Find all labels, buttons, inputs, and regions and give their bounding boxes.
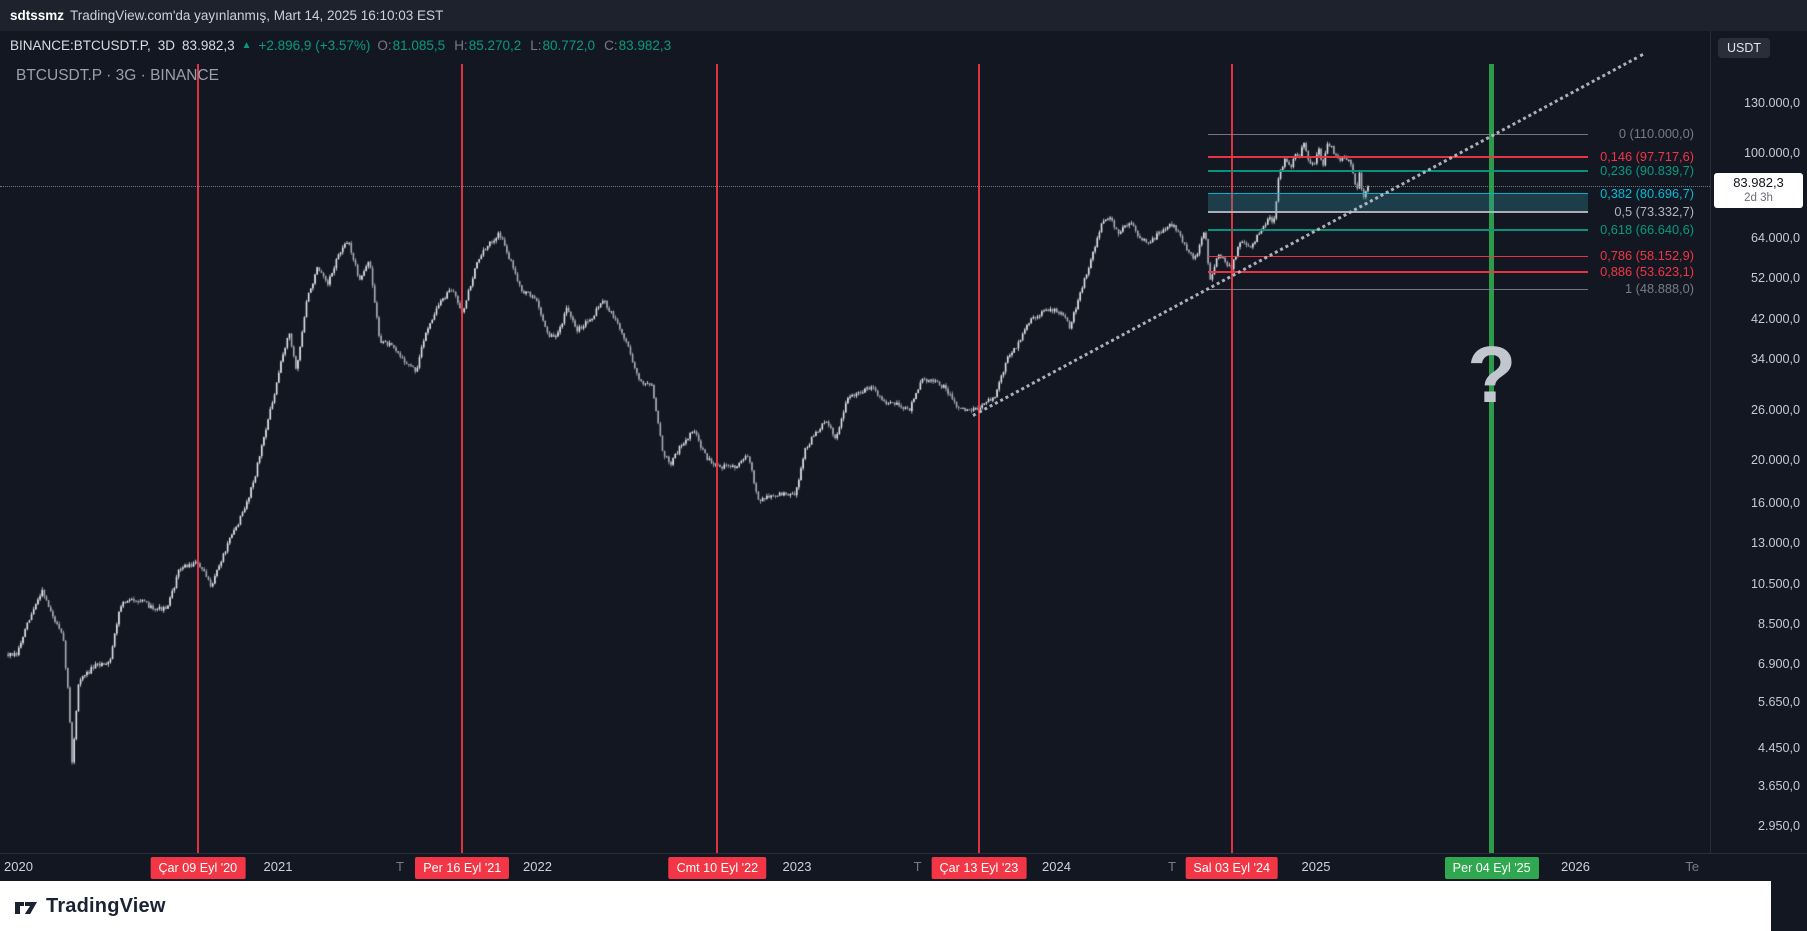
- fib-level-line[interactable]: [1208, 271, 1589, 273]
- tradingview-logo-icon: [15, 902, 37, 914]
- price-axis-label: 16.000,0: [1750, 496, 1800, 511]
- ohlc-item-value: 83.982,3: [618, 38, 672, 53]
- ohlc-item-value: 85.270,2: [468, 38, 522, 53]
- time-axis-month-label: T: [913, 859, 922, 874]
- time-axis-year-label: 2026: [1561, 859, 1590, 874]
- ohlc-item: C: 83.982,3: [604, 38, 671, 53]
- fib-level-line[interactable]: [1208, 255, 1589, 258]
- time-axis-year-label: 2020: [4, 859, 33, 874]
- price-axis-label: 34.000,0: [1750, 351, 1800, 366]
- current-price-tag: 83.982,3 2d 3h: [1714, 173, 1803, 209]
- fib-level-label: 0,618 (66.640,6): [1600, 222, 1694, 238]
- event-vertical-line[interactable]: [461, 64, 464, 853]
- fib-level-label: 0,146 (97.717,6): [1600, 149, 1694, 165]
- ohlc-item-label: H:: [454, 38, 468, 53]
- time-axis-month-label: Te: [1685, 859, 1700, 874]
- price-axis-label: 26.000,0: [1750, 403, 1800, 418]
- price-axis-label: 52.000,0: [1750, 270, 1800, 285]
- fib-level-label: 0 (110.000,0): [1618, 126, 1694, 142]
- fib-level-line[interactable]: [1208, 288, 1589, 291]
- price-up-arrow-icon: ▲: [241, 40, 252, 51]
- fib-level-line[interactable]: [1208, 133, 1589, 136]
- event-date-flag[interactable]: Per 04 Eyl '25: [1444, 857, 1539, 879]
- ohlc-item-value: 81.085,5: [392, 38, 446, 53]
- price-axis-label: 10.500,0: [1750, 576, 1800, 591]
- fib-level-label: 0,786 (58.152,9): [1600, 248, 1694, 264]
- fib-level-line[interactable]: [1208, 156, 1589, 158]
- event-date-flag[interactable]: Çar 09 Eyl '20: [150, 857, 246, 879]
- tradingview-logo-text: TradingView: [46, 894, 166, 917]
- event-date-flag[interactable]: Cmt 10 Eyl '22: [668, 857, 767, 879]
- fib-level-label: 0,236 (90.839,7): [1600, 163, 1694, 179]
- currency-badge[interactable]: USDT: [1718, 38, 1771, 58]
- time-axis-year-label: 2021: [263, 859, 293, 874]
- question-mark: ?: [1467, 329, 1517, 419]
- fib-level-label: 1 (48.888,0): [1624, 281, 1694, 297]
- time-axis-month-label: T: [1167, 859, 1176, 874]
- timeframe-label[interactable]: 3D: [157, 38, 176, 53]
- publisher-username: sdtssmz: [10, 8, 65, 23]
- fib-level-label: 0,886 (53.623,1): [1600, 263, 1694, 279]
- fib-level-line[interactable]: [1208, 229, 1589, 232]
- event-date-flag[interactable]: Per 16 Eyl '21: [415, 857, 510, 879]
- price-axis-label: 2.950,0: [1757, 819, 1800, 834]
- event-date-flag[interactable]: Çar 13 Eyl '23: [931, 857, 1027, 879]
- price-axis-label: 8.500,0: [1757, 616, 1800, 631]
- fib-highlight-band: [1208, 193, 1589, 212]
- price-axis-label: 3.650,0: [1757, 778, 1800, 793]
- fib-level-line[interactable]: [1208, 192, 1589, 195]
- event-date-flag[interactable]: Sal 03 Eyl '24: [1185, 857, 1278, 879]
- candlestick-canvas[interactable]: [0, 31, 1710, 853]
- price-axis-label: 13.000,0: [1750, 535, 1800, 550]
- event-vertical-line[interactable]: [1230, 64, 1233, 853]
- price-axis-label: 42.000,0: [1750, 311, 1800, 326]
- tradingview-logo[interactable]: TradingView: [13, 881, 166, 931]
- ohlc-item-value: 80.772,0: [542, 38, 596, 53]
- last-price-line: [0, 185, 1710, 187]
- ohlc-values: O: 81.085,5 H: 85.270,2 L: 80.772,0 C: 83.982,3: [377, 38, 671, 53]
- event-vertical-line[interactable]: [716, 64, 719, 853]
- price-axis-label: 20.000,0: [1750, 453, 1800, 468]
- time-axis-year-label: 2024: [1042, 859, 1071, 874]
- price-axis-label: 5.650,0: [1757, 695, 1800, 710]
- ohlc-item-label: O:: [377, 38, 392, 53]
- current-price-tag-value: 83.982,3: [1733, 175, 1784, 191]
- price-axis-label: 6.900,0: [1757, 656, 1800, 671]
- chart-watermark: BTCUSDT.P · 3G · BINANCE: [16, 67, 219, 84]
- price-axis[interactable]: USDT 83.982,3 2d 3h 130.000,0 100.000,0 64…: [1710, 31, 1807, 853]
- bar-countdown: 2d 3h: [1744, 192, 1773, 205]
- symbol-name[interactable]: BINANCE:BTCUSDT.P,: [10, 38, 151, 53]
- price-change-value: +2.896,9 (+3.57%): [258, 38, 371, 53]
- ohlc-item: H: 85.270,2: [454, 38, 521, 53]
- time-axis-year-label: 2025: [1301, 859, 1331, 874]
- chart-pane[interactable]: BINANCE:BTCUSDT.P, 3D 83.982,3 ▲ +2.896,…: [0, 31, 1710, 853]
- footer-corner-block: [1771, 881, 1807, 931]
- price-axis-label: 4.450,0: [1757, 740, 1800, 755]
- time-axis-year-label: 2023: [782, 859, 812, 874]
- ohlc-item-label: L:: [530, 38, 542, 53]
- price-axis-label: 64.000,0: [1750, 230, 1800, 245]
- time-axis-month-label: T: [395, 859, 404, 874]
- ohlc-item: O: 81.085,5: [377, 38, 445, 53]
- ohlc-item: L: 80.772,0: [530, 38, 595, 53]
- price-axis-label: 100.000,0: [1743, 145, 1800, 160]
- publish-info-text: TradingView.com'da yayınlanmış, Mart 14,…: [70, 8, 444, 23]
- event-vertical-line[interactable]: [1489, 64, 1495, 853]
- fib-level-line[interactable]: [1208, 211, 1589, 213]
- time-axis-year-label: 2022: [523, 859, 552, 874]
- event-vertical-line[interactable]: [977, 64, 980, 853]
- fib-level-line[interactable]: [1208, 170, 1589, 172]
- last-price-value: 83.982,3: [182, 38, 235, 53]
- price-axis-label: 130.000,0: [1743, 95, 1800, 110]
- time-axis[interactable]: Çar 09 Eyl '20 Per 16 Eyl '21 Cmt 10 Eyl '…: [0, 853, 1807, 881]
- footer-bar: TradingView: [0, 881, 1807, 931]
- ohlc-item-label: C:: [604, 38, 618, 53]
- publish-bar: sdtssmz TradingView.com'da yayınlanmış, …: [0, 0, 1807, 31]
- fib-level-label: 0,5 (73.332,7): [1614, 203, 1694, 219]
- event-vertical-line[interactable]: [196, 64, 199, 853]
- symbol-info-bar: BINANCE:BTCUSDT.P, 3D 83.982,3 ▲ +2.896,…: [10, 38, 671, 53]
- fib-level-label: 0,382 (80.696,7): [1600, 185, 1694, 201]
